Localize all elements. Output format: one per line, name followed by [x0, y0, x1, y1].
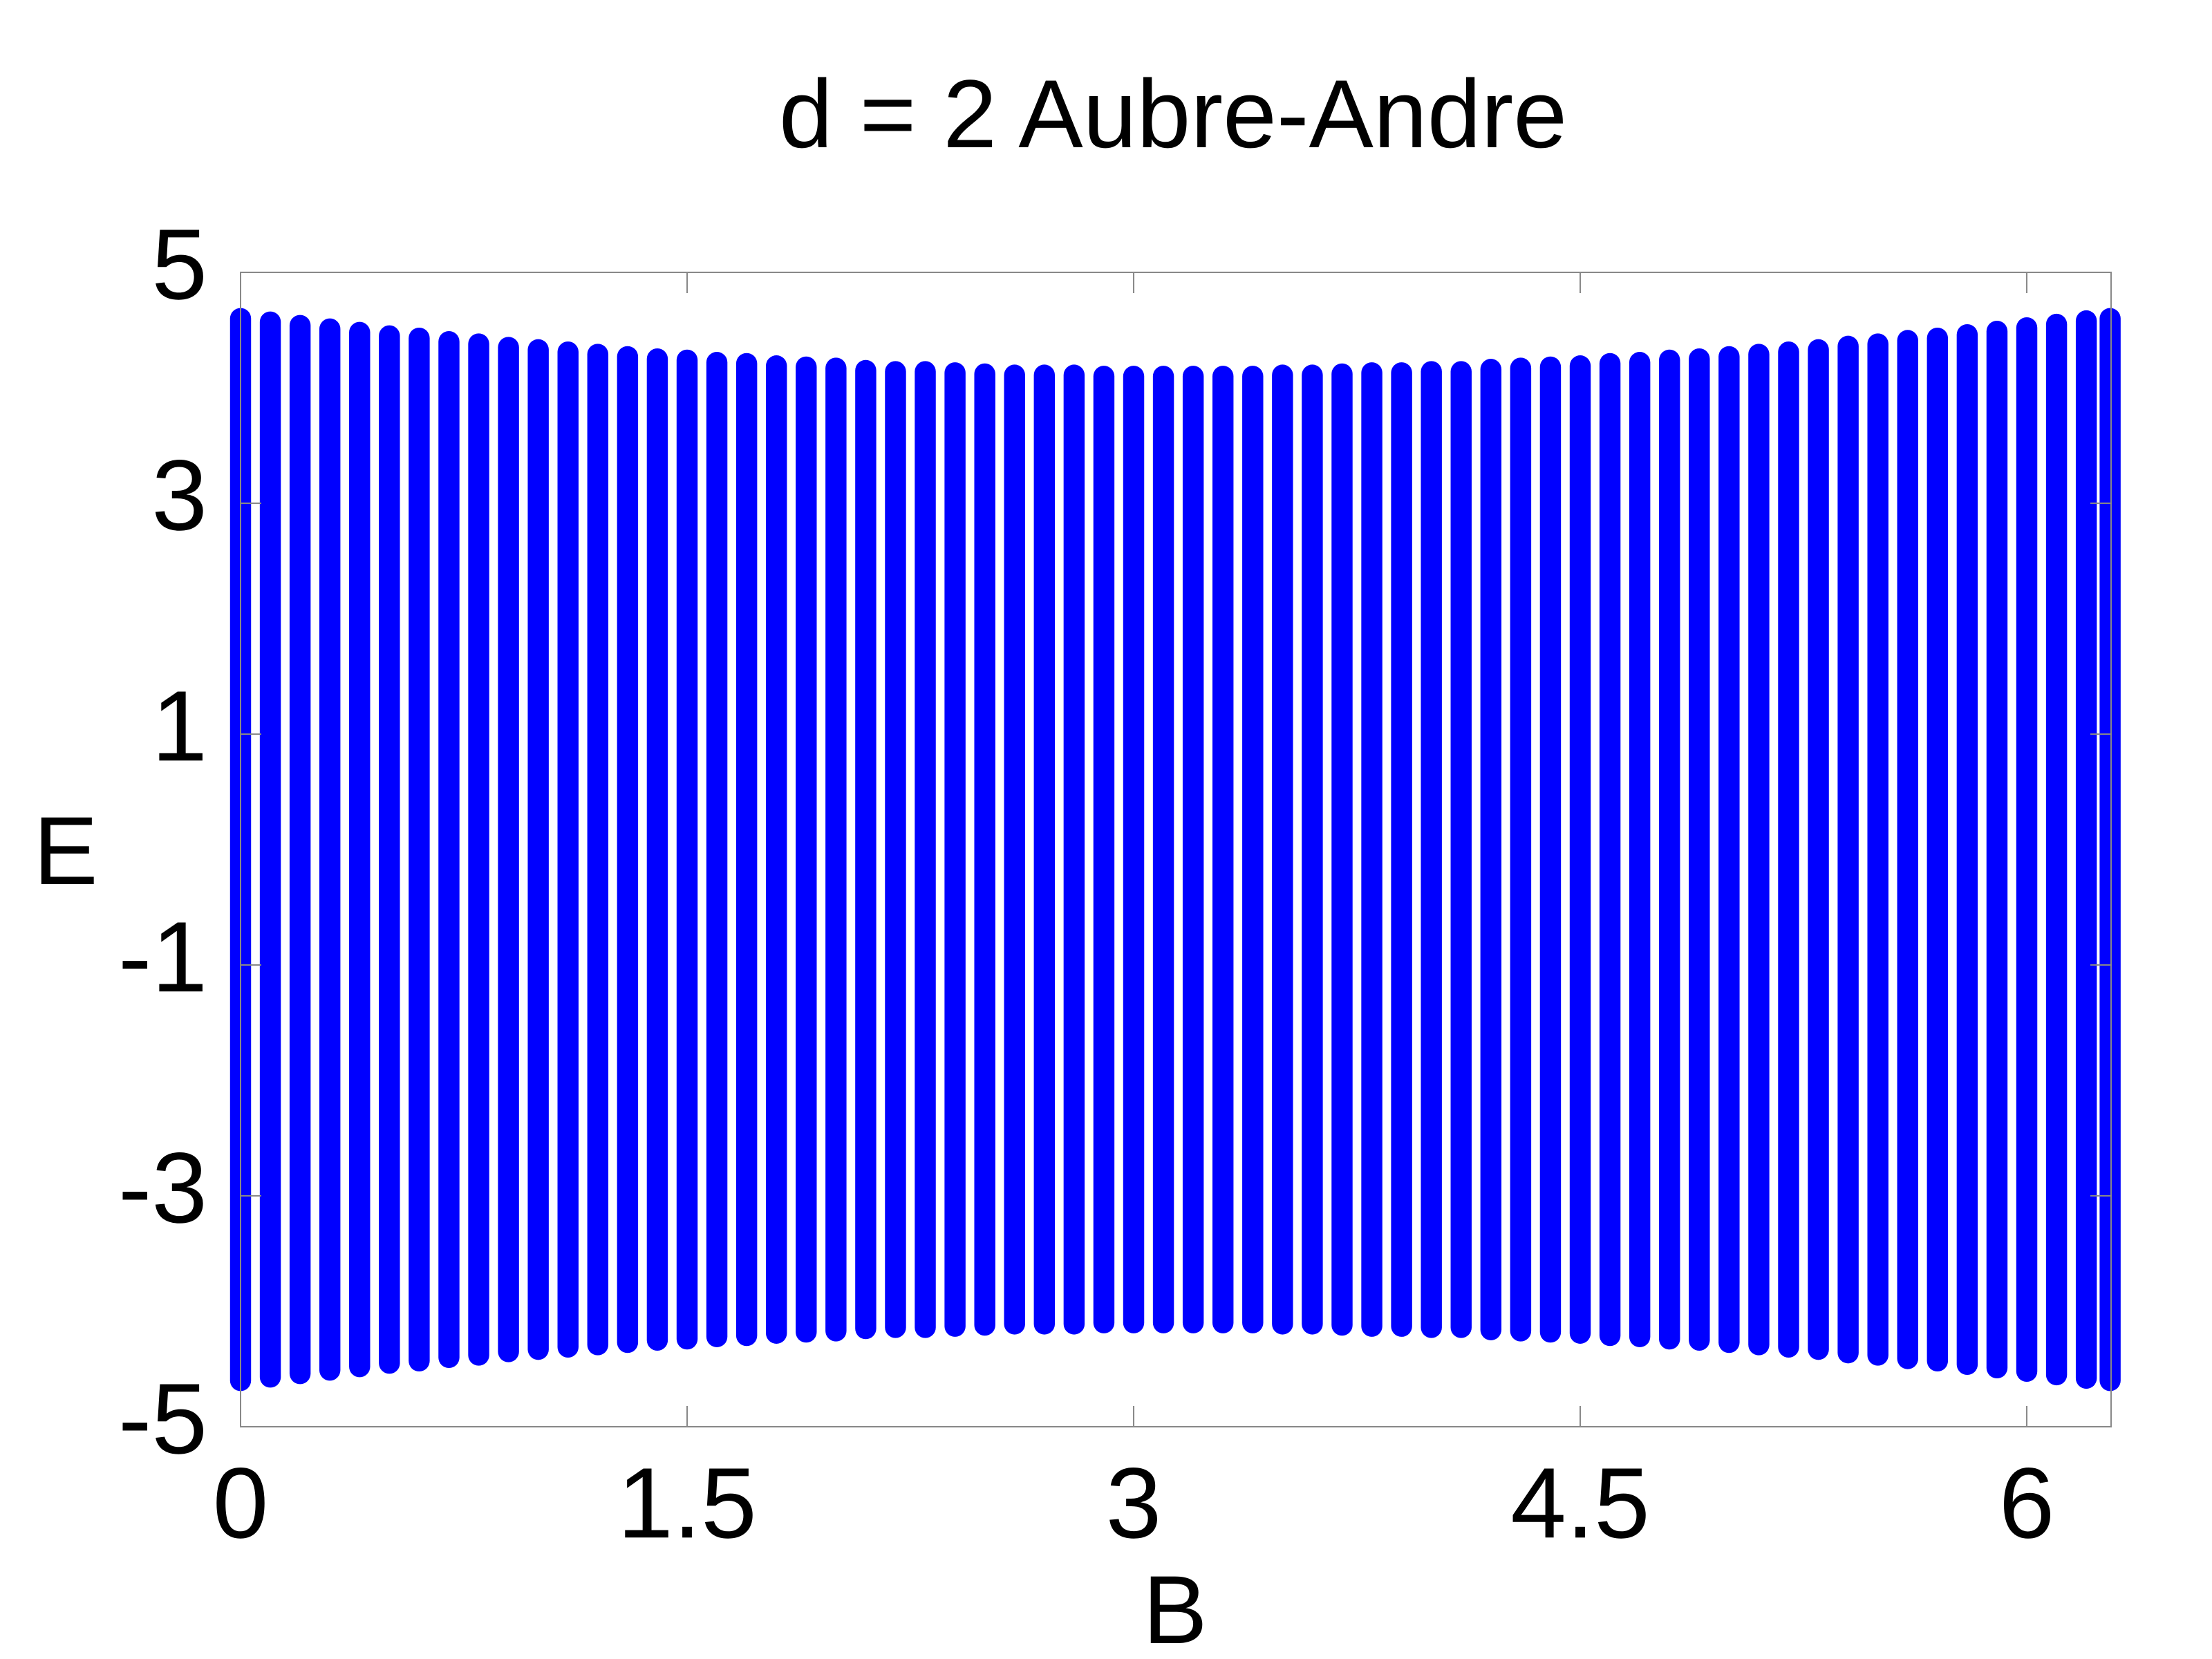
y-tick-label: -5	[118, 1362, 207, 1474]
chart-title: d = 2 Aubre-Andre	[779, 59, 1567, 168]
y-tick-label: -3	[118, 1132, 207, 1244]
y-tick-label: 5	[151, 208, 207, 320]
y-tick-label: 3	[151, 439, 207, 551]
x-tick-label: 3	[1106, 1447, 1162, 1559]
y-tick-label: -1	[118, 901, 207, 1013]
x-tick-label: 4.5	[1510, 1447, 1650, 1559]
axes-frame	[240, 272, 2112, 1427]
x-tick-label: 0	[213, 1447, 269, 1559]
x-tick-label: 6	[1999, 1447, 2055, 1559]
y-tick-label: 1	[151, 670, 207, 782]
x-tick-label: 1.5	[617, 1447, 757, 1559]
y-axis-label: E	[33, 796, 97, 905]
x-axis-label: B	[1143, 1555, 1207, 1659]
plot-area	[229, 308, 2121, 1391]
